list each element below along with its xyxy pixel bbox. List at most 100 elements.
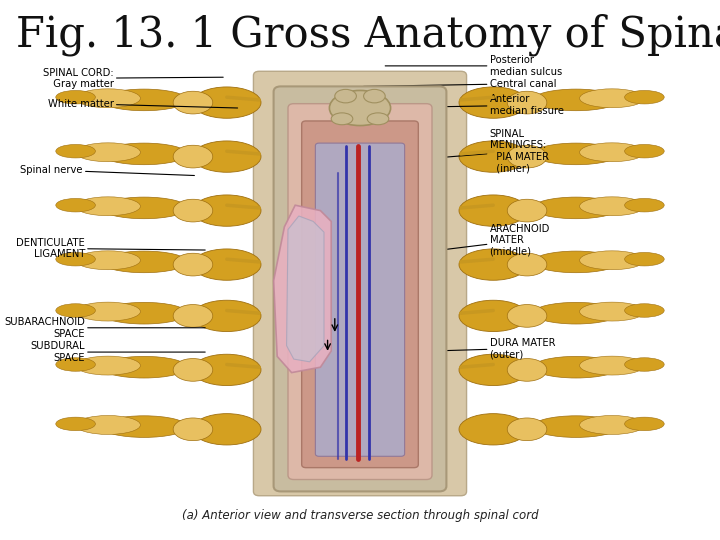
Ellipse shape — [533, 89, 619, 111]
Ellipse shape — [331, 144, 389, 170]
Ellipse shape — [101, 143, 187, 165]
Ellipse shape — [101, 302, 187, 324]
Ellipse shape — [625, 417, 664, 431]
Ellipse shape — [56, 303, 95, 317]
Text: Central canal: Central canal — [364, 79, 556, 89]
Bar — [65, 65, 655, 497]
Text: Anterior
median fissure: Anterior median fissure — [364, 94, 564, 116]
Ellipse shape — [580, 251, 644, 269]
Ellipse shape — [56, 252, 95, 266]
Ellipse shape — [459, 87, 528, 118]
Ellipse shape — [580, 143, 644, 162]
Ellipse shape — [76, 89, 140, 108]
FancyBboxPatch shape — [253, 71, 467, 496]
Ellipse shape — [193, 354, 261, 386]
Ellipse shape — [507, 418, 547, 441]
Ellipse shape — [459, 195, 528, 226]
Ellipse shape — [173, 305, 213, 327]
Ellipse shape — [101, 197, 187, 219]
Ellipse shape — [533, 416, 619, 437]
Text: ARACHNOID
MATER
(middle): ARACHNOID MATER (middle) — [432, 224, 550, 257]
Ellipse shape — [76, 302, 140, 321]
Text: Spinal nerve: Spinal nerve — [20, 165, 194, 176]
Ellipse shape — [101, 356, 187, 378]
Ellipse shape — [580, 356, 644, 375]
Ellipse shape — [193, 87, 261, 118]
Ellipse shape — [56, 417, 95, 431]
Ellipse shape — [76, 143, 140, 162]
Ellipse shape — [459, 141, 528, 172]
Ellipse shape — [173, 91, 213, 114]
Ellipse shape — [193, 141, 261, 172]
Ellipse shape — [193, 414, 261, 445]
Ellipse shape — [580, 89, 644, 108]
Ellipse shape — [580, 197, 644, 215]
FancyBboxPatch shape — [288, 104, 432, 480]
Text: DENTICULATE
LIGAMENT: DENTICULATE LIGAMENT — [17, 238, 205, 259]
Ellipse shape — [329, 90, 391, 126]
Ellipse shape — [580, 416, 644, 434]
Ellipse shape — [625, 252, 664, 266]
Ellipse shape — [533, 302, 619, 324]
Ellipse shape — [625, 90, 664, 104]
Ellipse shape — [101, 89, 187, 111]
Ellipse shape — [459, 354, 528, 386]
Text: (a) Anterior view and transverse section through spinal cord: (a) Anterior view and transverse section… — [181, 509, 539, 522]
Ellipse shape — [101, 251, 187, 273]
Ellipse shape — [507, 91, 547, 114]
Ellipse shape — [625, 144, 664, 158]
Ellipse shape — [335, 89, 356, 103]
Text: SUBDURAL
SPACE: SUBDURAL SPACE — [30, 341, 205, 363]
Ellipse shape — [331, 303, 389, 329]
Ellipse shape — [507, 145, 547, 168]
FancyBboxPatch shape — [302, 121, 418, 468]
Text: White matter: White matter — [48, 99, 238, 109]
Text: Fig. 13. 1 Gross Anatomy of Spinal Cord: Fig. 13. 1 Gross Anatomy of Spinal Cord — [16, 14, 720, 56]
Ellipse shape — [580, 302, 644, 321]
Polygon shape — [287, 216, 324, 362]
Ellipse shape — [533, 143, 619, 165]
Ellipse shape — [533, 197, 619, 219]
Text: SUBARACHNOID
SPACE: SUBARACHNOID SPACE — [4, 317, 205, 339]
Text: Posterior
median sulcus: Posterior median sulcus — [385, 55, 562, 77]
Ellipse shape — [173, 253, 213, 276]
Ellipse shape — [533, 251, 619, 273]
FancyBboxPatch shape — [274, 86, 446, 491]
Ellipse shape — [507, 359, 547, 381]
Ellipse shape — [173, 145, 213, 168]
Ellipse shape — [56, 357, 95, 372]
Ellipse shape — [76, 251, 140, 269]
Ellipse shape — [507, 253, 547, 276]
Ellipse shape — [331, 252, 389, 278]
Ellipse shape — [101, 416, 187, 437]
Ellipse shape — [173, 418, 213, 441]
Ellipse shape — [56, 90, 95, 104]
Ellipse shape — [173, 359, 213, 381]
Ellipse shape — [331, 113, 353, 125]
FancyBboxPatch shape — [315, 143, 405, 456]
Text: DURA MATER
(outer): DURA MATER (outer) — [432, 338, 555, 359]
Ellipse shape — [459, 300, 528, 332]
Ellipse shape — [533, 356, 619, 378]
Ellipse shape — [507, 199, 547, 222]
Ellipse shape — [459, 414, 528, 445]
Ellipse shape — [625, 198, 664, 212]
Ellipse shape — [331, 198, 389, 224]
Ellipse shape — [193, 195, 261, 226]
Ellipse shape — [459, 249, 528, 280]
Polygon shape — [274, 205, 331, 373]
Ellipse shape — [56, 198, 95, 212]
Ellipse shape — [331, 416, 389, 442]
Text: SPINAL CORD:
  Gray matter: SPINAL CORD: Gray matter — [43, 68, 223, 89]
Ellipse shape — [625, 303, 664, 317]
Ellipse shape — [76, 197, 140, 215]
Text: SPINAL
MENINGES:
  PIA MATER
  (inner): SPINAL MENINGES: PIA MATER (inner) — [385, 129, 549, 173]
Ellipse shape — [193, 249, 261, 280]
Ellipse shape — [193, 300, 261, 332]
Ellipse shape — [625, 357, 664, 372]
Ellipse shape — [76, 356, 140, 375]
Ellipse shape — [76, 416, 140, 434]
Ellipse shape — [56, 144, 95, 158]
Ellipse shape — [367, 113, 389, 125]
Ellipse shape — [173, 199, 213, 222]
